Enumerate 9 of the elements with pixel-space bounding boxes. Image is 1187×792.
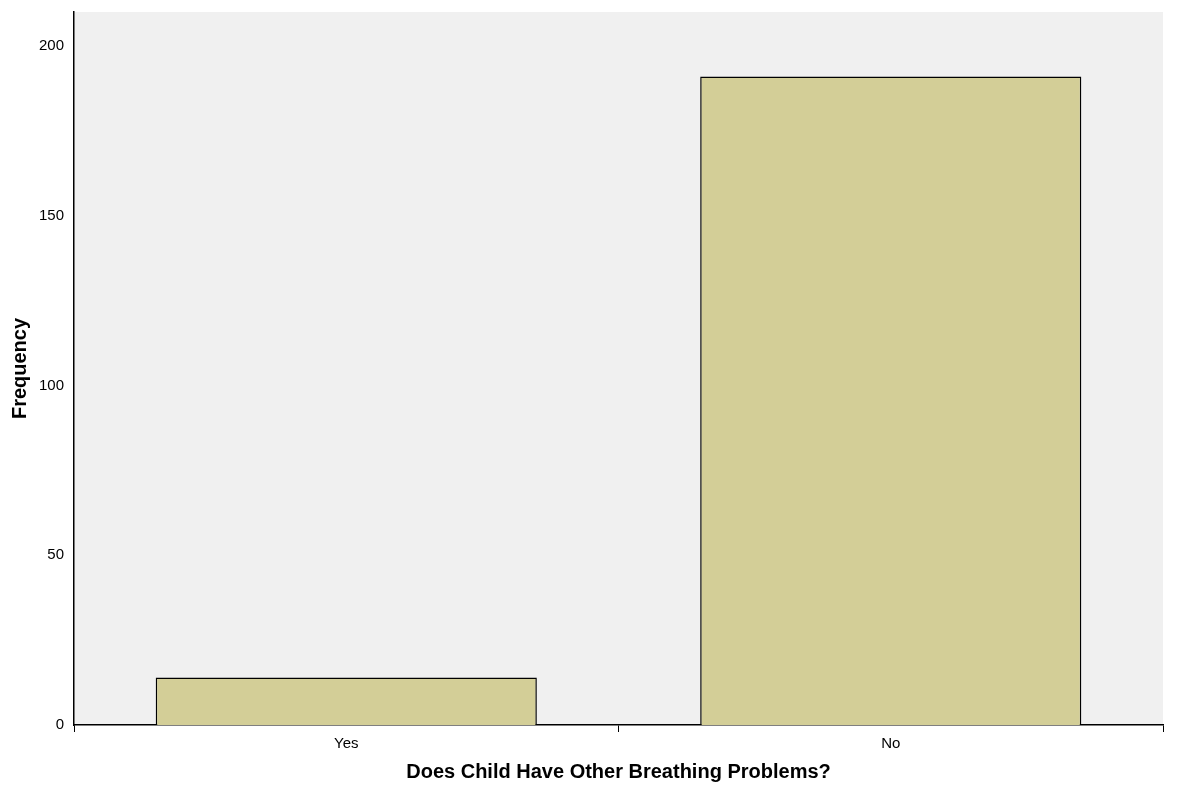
y-tick-label: 200: [39, 36, 65, 54]
y-tick-label: 150: [39, 205, 65, 223]
y-tick-label: 0: [55, 715, 65, 733]
x-axis-title: Does Child Have Other Breathing Problems?: [406, 759, 831, 782]
y-axis-title: Frequency: [7, 317, 30, 420]
y-tick-label: 50: [47, 545, 65, 563]
y-tick-label: 100: [39, 375, 65, 393]
x-tick-label: No: [881, 734, 901, 752]
x-tick-label: Yes: [334, 734, 359, 752]
